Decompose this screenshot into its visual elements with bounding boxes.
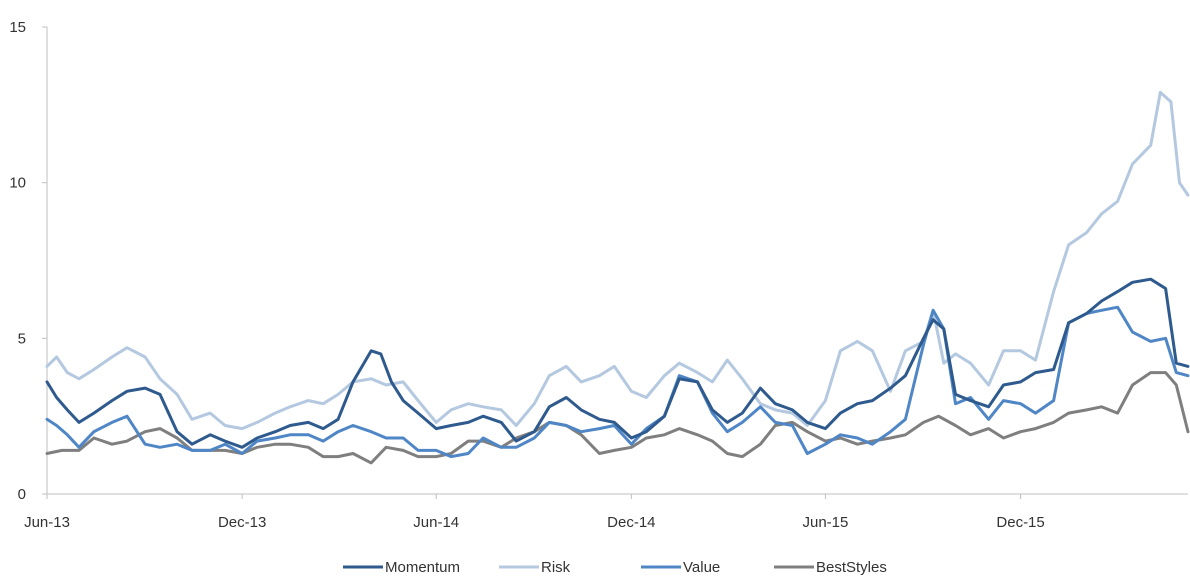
x-tick-label: Dec-13 xyxy=(218,514,266,531)
legend-label-momentum: Momentum xyxy=(385,559,460,576)
x-axis-ticks: Jun-13 Dec-13 Jun-14 Dec-14 Jun-15 Dec-15 xyxy=(24,494,1045,531)
x-tick-label: Jun-13 xyxy=(24,514,70,531)
y-tick-label: 15 xyxy=(9,19,26,36)
legend-label-risk: Risk xyxy=(541,559,571,576)
axes xyxy=(46,27,1188,495)
legend: Momentum Risk Value BestStyles xyxy=(343,559,887,576)
series-lines xyxy=(45,90,1190,465)
series-line-value xyxy=(45,305,1190,459)
series-line-momentum xyxy=(45,277,1190,449)
y-tick-label: 5 xyxy=(18,330,26,347)
x-tick-label: Dec-15 xyxy=(996,514,1044,531)
x-tick-label: Jun-15 xyxy=(803,514,849,531)
series-line-beststyles xyxy=(45,371,1190,465)
legend-label-beststyles: BestStyles xyxy=(816,559,887,576)
series-line-risk xyxy=(45,90,1190,431)
y-tick-label: 0 xyxy=(18,486,26,503)
legend-label-value: Value xyxy=(683,559,720,576)
y-axis-ticks: 0 5 10 15 xyxy=(9,19,47,503)
y-tick-label: 10 xyxy=(9,175,26,192)
x-tick-label: Jun-14 xyxy=(413,514,459,531)
x-tick-label: Dec-14 xyxy=(607,514,655,531)
